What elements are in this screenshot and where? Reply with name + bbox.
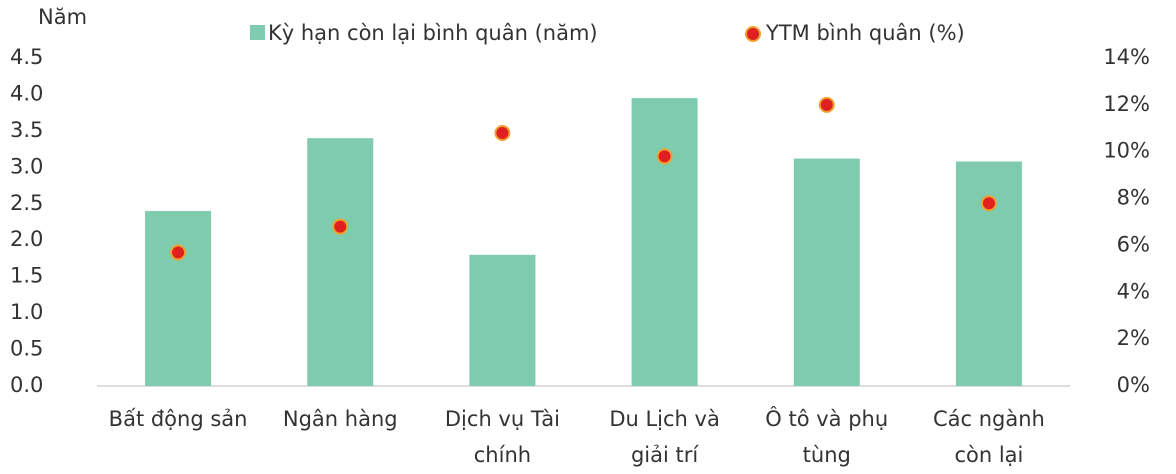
x-tick-label: Dịch vụ Tài xyxy=(445,407,560,431)
x-tick-label: chính xyxy=(474,443,531,467)
bar xyxy=(469,254,536,386)
y2-tick-label: 6% xyxy=(1117,232,1150,256)
x-tick-label: Bất động sản xyxy=(109,407,248,431)
y-axis-label: Năm xyxy=(38,5,87,29)
y2-tick-label: 2% xyxy=(1117,326,1150,350)
y-tick-label: 1.5 xyxy=(10,264,43,288)
x-tick-label: còn lại xyxy=(954,443,1023,467)
x-tick-label: Du Lịch và xyxy=(609,407,720,431)
y2-tick-label: 12% xyxy=(1103,92,1150,116)
x-tick-label: giải trí xyxy=(631,443,699,467)
y2-tick-label: 4% xyxy=(1117,279,1150,303)
y-tick-label: 4.5 xyxy=(10,45,43,69)
bar xyxy=(145,211,212,386)
y-tick-label: 1.0 xyxy=(10,300,43,324)
y2-tick-label: 8% xyxy=(1117,186,1150,210)
legend-label: YTM bình quân (%) xyxy=(765,21,965,45)
y2-tick-label: 10% xyxy=(1103,139,1150,163)
y-tick-label: 2.5 xyxy=(10,191,43,215)
y2-tick-label: 0% xyxy=(1117,373,1150,397)
bar xyxy=(631,98,698,386)
y-tick-label: 0.0 xyxy=(10,373,43,397)
dot xyxy=(332,218,349,235)
legend-swatch xyxy=(745,26,761,42)
bar xyxy=(955,161,1022,386)
legend-swatch xyxy=(250,25,265,40)
legend-label: Kỳ hạn còn lại bình quân (năm) xyxy=(268,21,598,45)
y2-tick-label: 14% xyxy=(1103,45,1150,69)
y-tick-label: 3.5 xyxy=(10,118,43,142)
x-tick-label: Các ngành xyxy=(933,407,1045,431)
x-tick-label: tùng xyxy=(803,443,851,467)
dot xyxy=(170,244,187,261)
dot xyxy=(818,96,835,113)
y-tick-label: 0.5 xyxy=(10,337,43,361)
dot xyxy=(980,195,997,212)
dot xyxy=(656,148,673,165)
y-tick-label: 3.0 xyxy=(10,154,43,178)
y-tick-label: 4.0 xyxy=(10,81,43,105)
dot xyxy=(494,124,511,141)
x-tick-label: Ngân hàng xyxy=(283,407,398,431)
bar xyxy=(793,158,860,386)
x-tick-label: Ô tô và phụ xyxy=(765,406,888,431)
y-tick-label: 2.0 xyxy=(10,227,43,251)
bar xyxy=(307,138,374,386)
